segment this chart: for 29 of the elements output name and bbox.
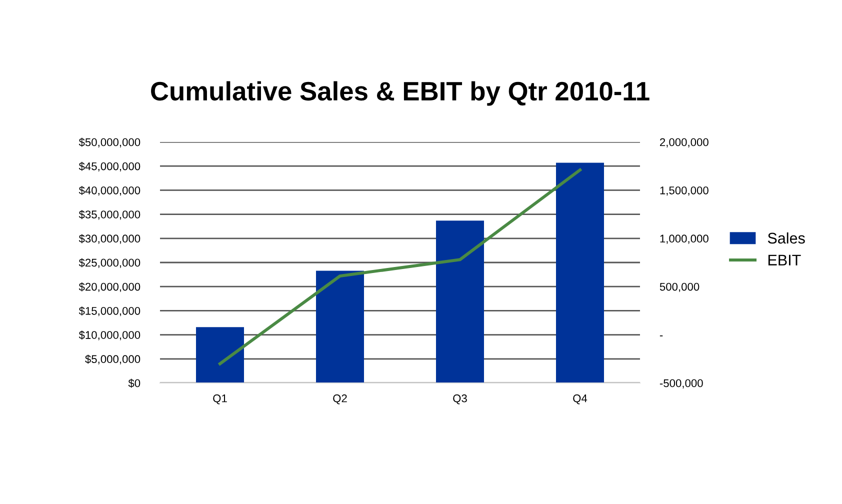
y-tick-label: $30,000,000: [78, 234, 140, 244]
x-tick-label: Q4: [573, 394, 588, 404]
x-tick-label: Q1: [213, 394, 227, 404]
y-tick-label: $15,000,000: [78, 306, 140, 316]
y-tick-label: $45,000,000: [78, 162, 140, 172]
bar: [436, 220, 484, 383]
bar: [316, 270, 364, 383]
legend-label: EBIT: [768, 254, 801, 266]
y-tick-label: $0: [128, 378, 140, 388]
chart-title: Cumulative Sales & EBIT by Qtr 2010-11: [151, 81, 650, 106]
x-tick-label: Q3: [453, 394, 467, 404]
y2-tick-label: 1,500,000: [660, 186, 708, 196]
y2-tick-label: -500,000: [660, 379, 703, 388]
y2-tick-label: 1,000,000: [660, 234, 708, 244]
bar: [556, 162, 604, 383]
y-tick-label: $5,000,000: [85, 354, 140, 364]
x-tick-label: Q2: [333, 394, 347, 404]
y-tick-label: $35,000,000: [78, 210, 140, 220]
y-tick-label: $40,000,000: [78, 186, 140, 196]
y-tick-label: $50,000,000: [78, 138, 140, 148]
line-series: [218, 168, 582, 366]
y2-tick-label: 500,000: [660, 282, 700, 292]
y-tick-label: $20,000,000: [78, 282, 140, 292]
bar: [196, 327, 244, 383]
legend-label: Sales: [768, 232, 805, 244]
y-tick-label: $25,000,000: [78, 258, 140, 268]
y2-tick-label: -: [660, 335, 663, 336]
y2-tick-label: 2,000,000: [660, 138, 708, 148]
y-tick-label: $10,000,000: [78, 330, 140, 340]
